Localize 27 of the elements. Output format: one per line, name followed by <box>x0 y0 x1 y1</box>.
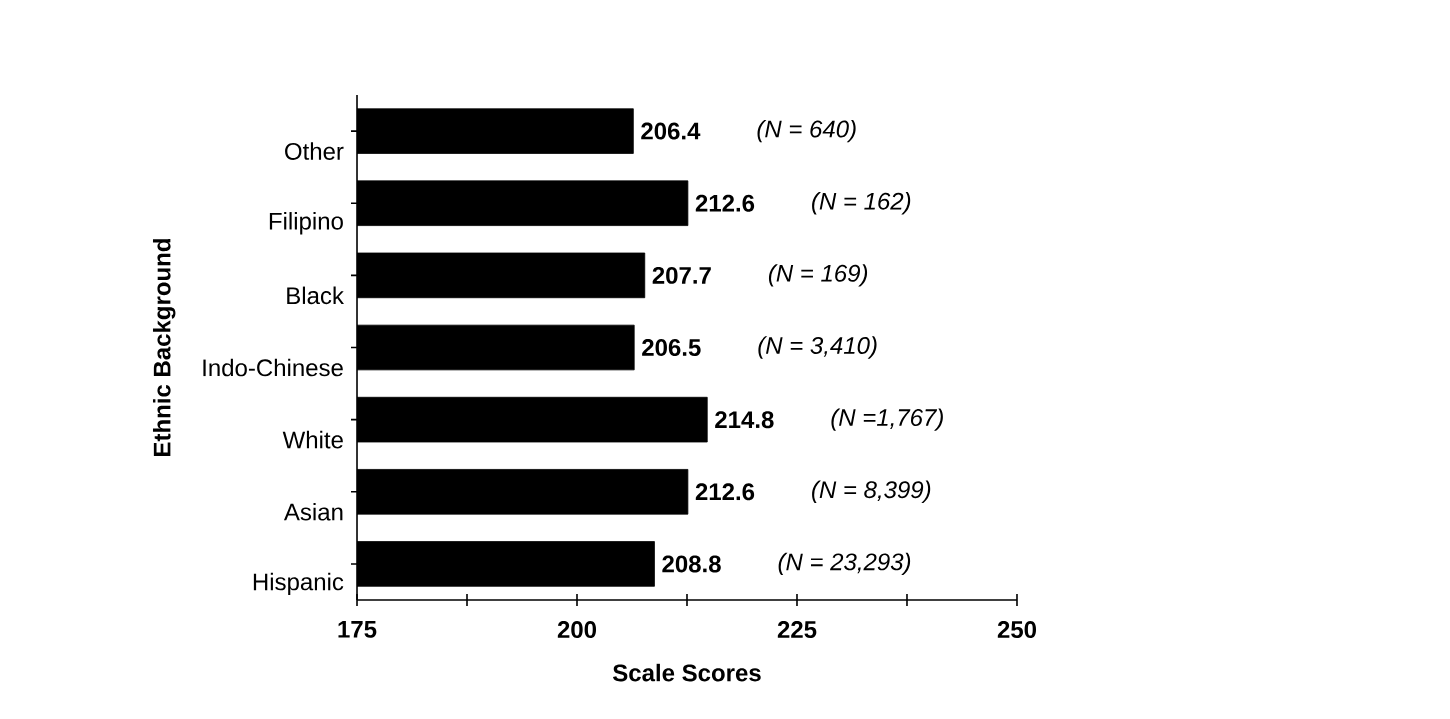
annotation: (N =1,767) <box>831 408 943 431</box>
x-tick-label: 175 <box>338 621 377 638</box>
y-tick-label: Asian <box>283 502 343 521</box>
annotation: (N = 23,293) <box>778 552 911 576</box>
y-axis-title: Ethnic Background <box>152 239 176 456</box>
annotation: (N = 640) <box>757 119 856 143</box>
data-label: 212.6 <box>695 483 755 501</box>
y-tick-label: Hispanic <box>253 572 344 596</box>
data-label: 214.8 <box>715 411 774 429</box>
y-tick-label: Filipino <box>269 212 343 235</box>
x-tick-label: 225 <box>777 621 817 639</box>
annotation: (N = 3,410) <box>758 336 877 359</box>
x-axis-title: Scale Scores <box>612 663 761 682</box>
y-tick-label: Black <box>287 286 344 305</box>
y-tick-label: White <box>282 430 343 449</box>
data-label: 207.7 <box>652 266 711 284</box>
annotation: (N = 169) <box>768 264 868 287</box>
x-tick-label: 250 <box>997 621 1037 639</box>
data-label: 206.4 <box>641 122 701 140</box>
data-label: 206.5 <box>642 339 701 356</box>
y-tick-label: Other <box>285 142 344 160</box>
data-label: 212.6 <box>695 194 755 212</box>
annotation: (N = 162) <box>812 192 911 215</box>
y-tick-label: Indo-Chinese <box>203 358 343 377</box>
annotation: (N = 8,399) <box>812 480 931 503</box>
x-tick-label: 200 <box>557 621 597 639</box>
data-label: 208.8 <box>662 555 721 573</box>
